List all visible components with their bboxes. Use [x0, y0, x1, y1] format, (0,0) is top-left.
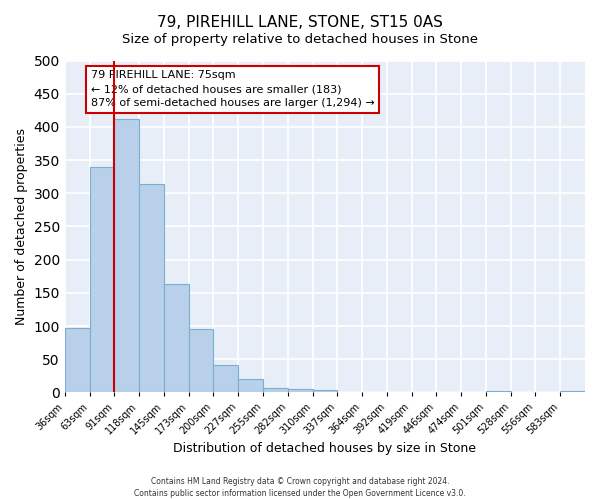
Y-axis label: Number of detached properties: Number of detached properties: [15, 128, 28, 325]
Text: Contains HM Land Registry data © Crown copyright and database right 2024.
Contai: Contains HM Land Registry data © Crown c…: [134, 476, 466, 498]
Bar: [89, 166, 115, 392]
Text: Size of property relative to detached houses in Stone: Size of property relative to detached ho…: [122, 32, 478, 46]
Text: 79 PIREHILL LANE: 75sqm
← 12% of detached houses are smaller (183)
87% of semi-d: 79 PIREHILL LANE: 75sqm ← 12% of detache…: [91, 70, 374, 108]
X-axis label: Distribution of detached houses by size in Stone: Distribution of detached houses by size …: [173, 442, 476, 455]
Text: 79, PIREHILL LANE, STONE, ST15 0AS: 79, PIREHILL LANE, STONE, ST15 0AS: [157, 15, 443, 30]
Bar: [238, 379, 263, 392]
Bar: [214, 364, 238, 392]
Bar: [313, 390, 337, 392]
Bar: [164, 284, 188, 393]
Bar: [139, 184, 164, 392]
Bar: [263, 388, 288, 392]
Bar: [65, 328, 89, 392]
Bar: [486, 391, 511, 392]
Bar: [115, 119, 139, 392]
Bar: [560, 391, 585, 392]
Bar: [288, 389, 313, 392]
Bar: [188, 330, 214, 392]
